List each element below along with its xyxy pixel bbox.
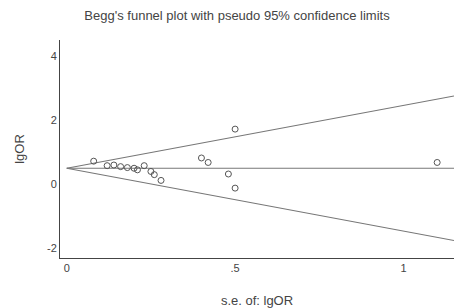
svg-text:-2: -2: [47, 242, 57, 254]
svg-text:Begg's funnel plot with pseudo: Begg's funnel plot with pseudo 95% confi…: [84, 8, 390, 23]
svg-text:lgOR: lgOR: [12, 134, 27, 164]
svg-text:0: 0: [51, 178, 57, 190]
svg-text:0: 0: [64, 262, 70, 274]
svg-text:2: 2: [51, 114, 57, 126]
svg-text:s.e. of: lgOR: s.e. of: lgOR: [221, 293, 293, 308]
svg-text:.5: .5: [231, 262, 240, 274]
svg-text:4: 4: [51, 50, 57, 62]
svg-text:1: 1: [400, 262, 406, 274]
